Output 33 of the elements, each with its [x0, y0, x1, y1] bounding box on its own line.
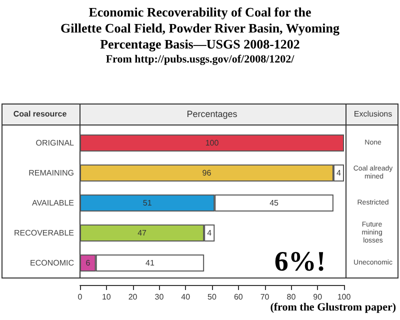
data-label: 6: [86, 258, 91, 268]
x-tick-label: 0: [78, 292, 83, 302]
data-label: 45: [270, 198, 280, 208]
data-label: 47: [138, 228, 148, 238]
y2-axis-title: Exclusions: [354, 110, 392, 118]
x-tick-label: 30: [154, 292, 164, 302]
y-tick-label: RECOVERABLE: [14, 228, 74, 238]
x-tick-label: 70: [260, 292, 270, 302]
y-tick-label: AVAILABLE: [32, 198, 74, 208]
data-label: 100: [205, 138, 220, 148]
data-label: 96: [202, 168, 212, 178]
data-label: 4: [336, 168, 342, 178]
chart-subtitle: From http://pubs.usgs.gov/of/2008/1202/: [106, 54, 296, 66]
data-label: 51: [142, 198, 152, 208]
x-axis-title: Percentages: [186, 109, 238, 119]
text: (from the Glustrom paper): [270, 302, 396, 314]
chart-title: Economic Recoverability of Coal for the Gillette Coal Field, Powder River Basin, Wyoming Percentage Basis—USGS 2008-1202: [60, 4, 340, 52]
y-tick-label: ECONOMIC: [30, 258, 74, 268]
y-tick-label: REMAINING: [28, 168, 74, 178]
annotation: 6%!: [274, 246, 326, 278]
x-tick-label: 10: [102, 292, 112, 302]
y-tick-label: ORIGINAL: [36, 138, 75, 148]
x-tick-label: 90: [313, 292, 323, 302]
x-tick-label: 50: [208, 292, 217, 302]
data-label: 41: [146, 258, 155, 268]
data-label: 4: [207, 228, 212, 238]
bar: [80, 134, 344, 152]
x-tick-label: 80: [286, 292, 296, 302]
x-tick-label: 40: [181, 292, 191, 302]
y-axis-title: Coal resource: [13, 110, 68, 118]
x-tick-label: 60: [234, 292, 244, 302]
x-tick-label: 100: [337, 292, 352, 302]
x-tick-label: 20: [128, 292, 138, 302]
